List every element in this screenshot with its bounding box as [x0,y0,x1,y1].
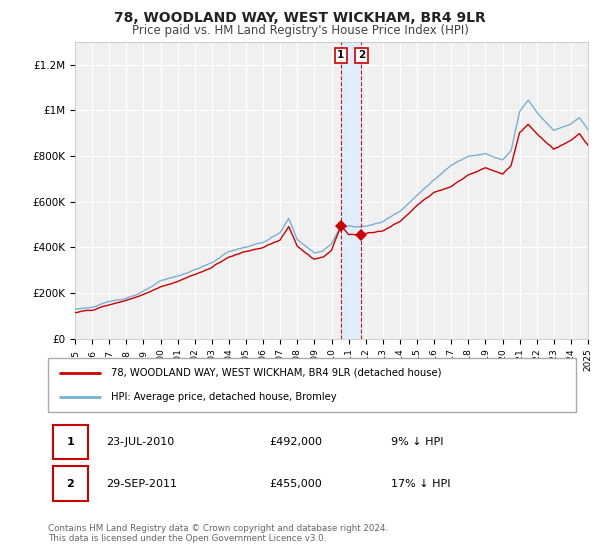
Text: 29-SEP-2011: 29-SEP-2011 [106,479,177,488]
Text: 23-JUL-2010: 23-JUL-2010 [106,437,175,447]
Bar [341,42,361,339]
Text: 17% ↓ HPI: 17% ↓ HPI [391,479,451,488]
Text: £492,000: £492,000 [270,437,323,447]
Text: 1: 1 [67,437,74,447]
Text: 78, WOODLAND WAY, WEST WICKHAM, BR4 9LR: 78, WOODLAND WAY, WEST WICKHAM, BR4 9LR [114,11,486,25]
Text: Contains HM Land Registry data © Crown copyright and database right 2024.
This d: Contains HM Land Registry data © Crown c… [48,524,388,543]
Text: Price paid vs. HM Land Registry's House Price Index (HPI): Price paid vs. HM Land Registry's House … [131,24,469,36]
FancyBboxPatch shape [53,466,88,501]
Text: 2: 2 [67,479,74,488]
Text: 1: 1 [337,50,344,60]
Text: £455,000: £455,000 [270,479,323,488]
Text: HPI: Average price, detached house, Bromley: HPI: Average price, detached house, Brom… [112,392,337,402]
FancyBboxPatch shape [53,424,88,459]
Text: 78, WOODLAND WAY, WEST WICKHAM, BR4 9LR (detached house): 78, WOODLAND WAY, WEST WICKHAM, BR4 9LR … [112,368,442,378]
Text: 2: 2 [358,50,365,60]
Text: 9% ↓ HPI: 9% ↓ HPI [391,437,444,447]
FancyBboxPatch shape [48,358,576,412]
